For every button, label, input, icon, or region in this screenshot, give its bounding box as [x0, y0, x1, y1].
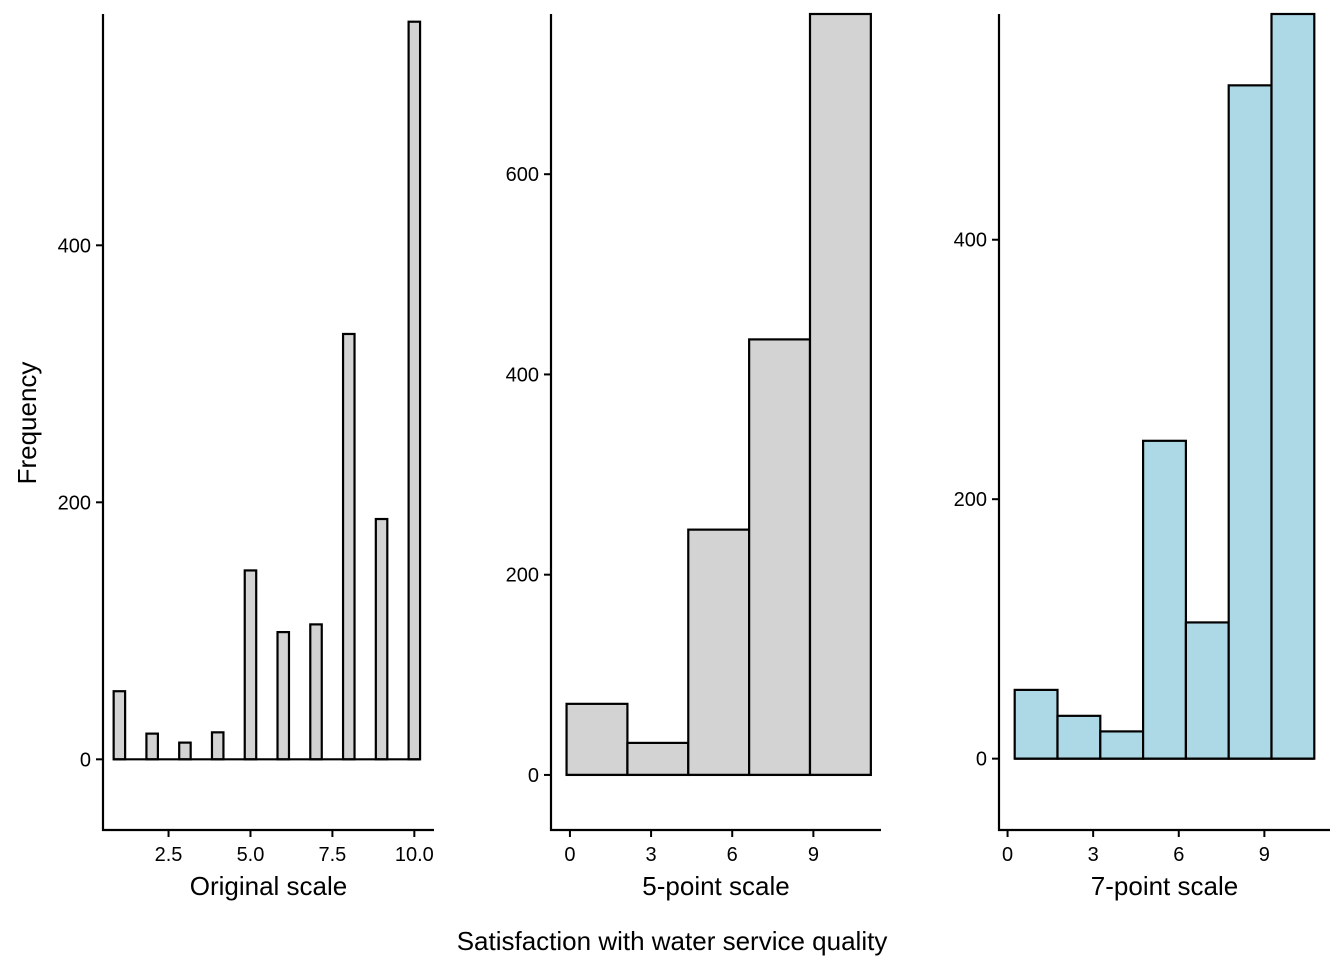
bar	[1227, 84, 1273, 760]
panel-xlabel: Original scale	[190, 871, 348, 901]
x-tick-label: 7.5	[318, 844, 346, 866]
bar	[1141, 439, 1188, 760]
y-tick-label: 200	[954, 489, 987, 511]
y-tick-label: 400	[58, 235, 91, 257]
x-tick-label: 6	[1173, 844, 1184, 866]
y-tick-label: 200	[506, 565, 539, 587]
y-tick-label: 0	[80, 749, 91, 771]
bar	[748, 338, 812, 777]
panel-3: 0 200 400 0 3 6 9 7-point scale	[954, 12, 1330, 901]
bar	[178, 741, 192, 761]
bar	[341, 332, 356, 761]
y-tick-label: 400	[954, 230, 987, 252]
bar	[1013, 688, 1059, 760]
bar	[145, 732, 159, 761]
panel-1: 0 200 400 2.5 5.0 7.5 10.0 Original scale	[58, 14, 434, 901]
bar	[808, 12, 872, 777]
x-tick-label: 3	[646, 844, 657, 866]
panels: 0 200 400 2.5 5.0 7.5 10.0 Original scale 0 200 40…	[58, 12, 1330, 901]
y-tick-label: 200	[58, 492, 91, 514]
panel-2: 0 200 400 600 0 3 6 9 5-point scale	[506, 12, 881, 901]
bar	[1056, 714, 1102, 760]
bar	[626, 741, 690, 777]
bars	[112, 20, 422, 761]
x-tick-label: 10.0	[395, 844, 434, 866]
x-tick-label: 0	[1002, 844, 1013, 866]
bar	[565, 702, 629, 777]
bar	[112, 690, 127, 761]
y-tick-label: 400	[506, 364, 539, 386]
y-tick-label: 0	[976, 749, 987, 771]
bar	[1270, 12, 1316, 760]
bar	[687, 528, 751, 777]
bar	[276, 631, 291, 761]
x-tick-label: 3	[1088, 844, 1099, 866]
bar	[374, 517, 389, 761]
y-tick-label: 600	[506, 164, 539, 186]
bar	[309, 623, 323, 761]
bar	[407, 20, 422, 761]
bar	[1099, 730, 1145, 760]
x-tick-label: 5.0	[237, 844, 265, 866]
panel-xlabel: 5-point scale	[642, 871, 789, 901]
x-tick-label: 0	[564, 844, 575, 866]
figure-ylabel: Frequency	[12, 362, 42, 485]
y-tick-label: 0	[528, 765, 539, 787]
figure-xlabel: Satisfaction with water service quality	[457, 926, 888, 956]
bar	[243, 569, 258, 761]
bar	[210, 731, 225, 761]
bars	[565, 12, 872, 777]
bars	[1013, 12, 1316, 760]
x-tick-label: 6	[727, 844, 738, 866]
x-tick-label: 2.5	[155, 844, 183, 866]
panel-xlabel: 7-point scale	[1091, 871, 1238, 901]
x-tick-label: 9	[808, 844, 819, 866]
bar	[1184, 621, 1230, 760]
x-tick-label: 9	[1259, 844, 1270, 866]
